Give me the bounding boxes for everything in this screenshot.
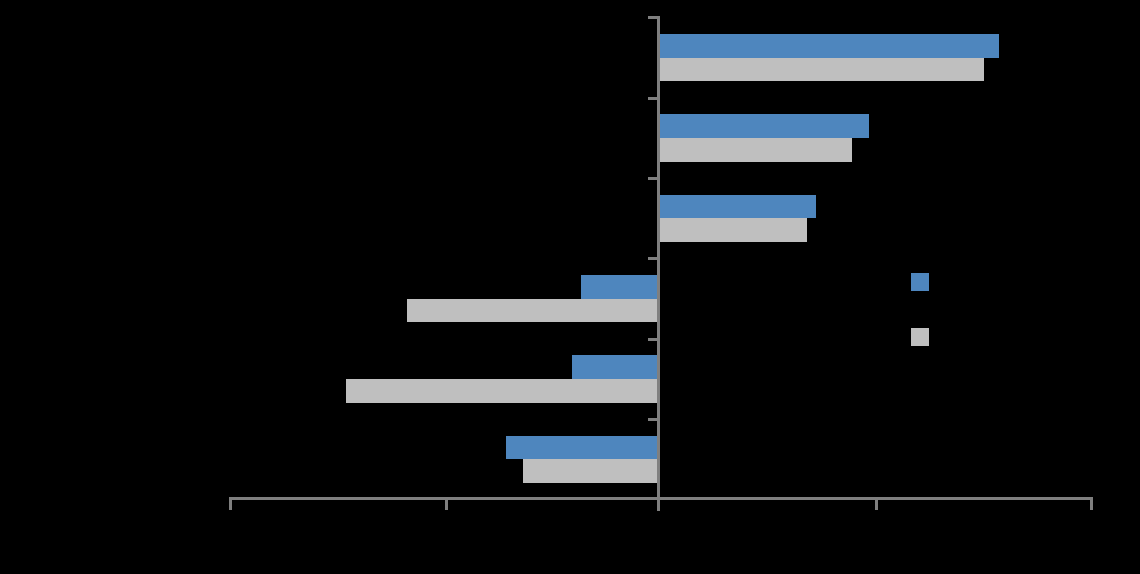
x-axis-tick	[445, 500, 448, 510]
bar-blue-series	[505, 435, 657, 460]
bar-blue-series	[572, 355, 657, 379]
y-axis-tick	[648, 16, 657, 19]
bar-blue-series	[580, 274, 657, 299]
bar-gray-series	[522, 459, 657, 483]
x-axis-tick	[229, 500, 232, 510]
bar-blue-series	[660, 194, 816, 219]
bar-blue-series	[660, 114, 870, 138]
bar-gray-series	[660, 218, 808, 242]
y-axis-tick	[648, 97, 657, 100]
bar-gray-series	[660, 138, 853, 162]
y-axis-tick	[648, 177, 657, 180]
y-axis-line	[657, 16, 660, 511]
x-axis-line	[229, 497, 1093, 500]
y-axis-tick	[648, 418, 657, 421]
y-axis-tick	[648, 338, 657, 341]
x-axis-tick	[875, 500, 878, 510]
bar-gray-series	[346, 378, 657, 403]
y-axis-tick	[648, 257, 657, 260]
bar-blue-series	[660, 34, 999, 58]
legend-swatch-blue-series	[911, 273, 929, 291]
bar-gray-series	[406, 298, 657, 323]
legend-swatch-gray-series	[911, 328, 929, 346]
x-axis-tick	[1090, 500, 1093, 510]
bar-gray-series	[660, 57, 984, 82]
